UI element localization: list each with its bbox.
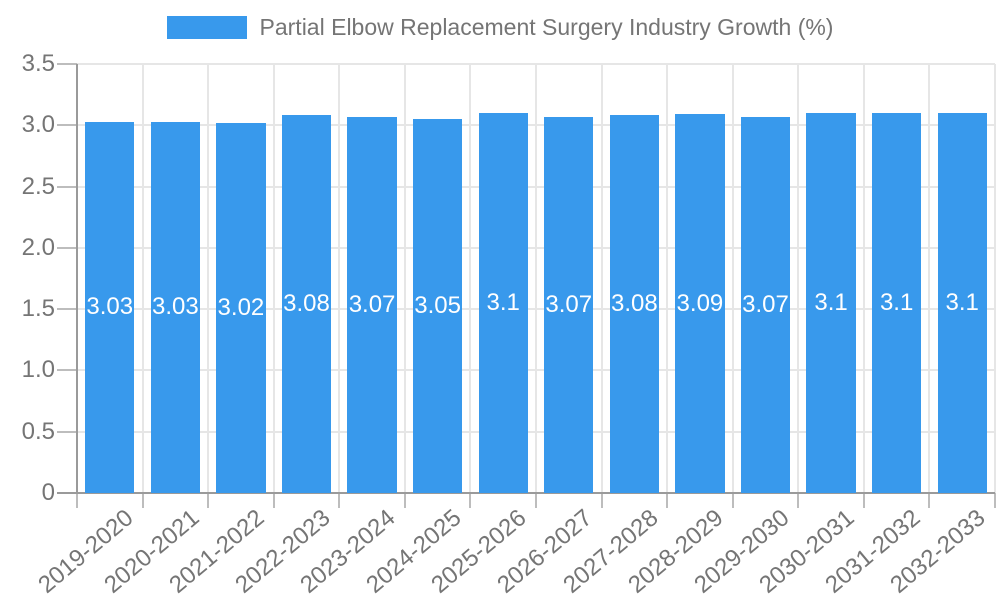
y-axis-label: 1.0: [21, 356, 55, 384]
y-axis-label: 3.0: [21, 111, 55, 139]
bar-value-label: 3.03: [86, 293, 134, 321]
bar-2020-2021[interactable]: 3.03: [150, 121, 200, 493]
y-axis-tick: [57, 308, 77, 311]
bar-value-label: 3.07: [742, 290, 789, 318]
x-gridline: [403, 64, 406, 493]
x-axis-tick: [272, 493, 275, 508]
x-gridline: [928, 64, 931, 493]
bar-2030-2031[interactable]: 3.1: [806, 113, 856, 493]
bar-value-label: 3.1: [486, 289, 520, 316]
bar-2032-2033[interactable]: 3.1: [937, 113, 987, 493]
x-gridline: [141, 64, 144, 493]
bar-2025-2026[interactable]: 3.1: [478, 113, 528, 493]
bar-value-label: 3.03: [151, 293, 199, 321]
x-axis-tick: [731, 493, 734, 508]
y-axis-tick: [57, 246, 77, 249]
x-axis-tick: [207, 493, 210, 508]
x-gridline: [862, 64, 865, 493]
x-gridline: [338, 64, 341, 493]
bar-2026-2027[interactable]: 3.07: [544, 116, 594, 493]
x-axis-tick: [600, 493, 603, 508]
legend: Partial Elbow Replacement Surgery Indust…: [0, 14, 1000, 41]
x-axis-tick: [797, 493, 800, 508]
bar-2023-2024[interactable]: 3.07: [347, 116, 397, 493]
bar-value-label: 3.08: [283, 290, 330, 318]
x-gridline: [994, 64, 996, 493]
x-gridline: [600, 64, 603, 493]
x-axis-tick: [403, 493, 406, 508]
bar-value-label: 3.07: [545, 290, 593, 318]
bar-2027-2028[interactable]: 3.08: [609, 115, 659, 493]
x-gridline: [207, 64, 210, 493]
x-axis-tick: [338, 493, 341, 508]
x-axis-line: [57, 492, 995, 494]
x-axis-tick: [76, 493, 78, 508]
y-axis-label: 2.5: [21, 172, 55, 200]
y-axis-tick: [57, 430, 77, 433]
x-axis-tick: [469, 493, 472, 508]
bar-2019-2020[interactable]: 3.03: [85, 121, 135, 493]
y-axis-label: 0: [41, 479, 55, 506]
bar-2029-2030[interactable]: 3.07: [740, 116, 791, 493]
bar-value-label: 3.05: [414, 292, 461, 320]
y-axis-label: 1.5: [21, 295, 55, 323]
bar-value-label: 3.09: [676, 289, 724, 317]
bar-2024-2025[interactable]: 3.05: [413, 119, 463, 493]
bar-value-label: 3.1: [945, 289, 979, 316]
bar-value-label: 3.02: [217, 293, 265, 321]
bar-value-label: 3.07: [348, 290, 396, 318]
x-axis-tick: [666, 493, 669, 508]
y-axis-line: [76, 64, 78, 493]
x-axis-tick: [141, 493, 144, 508]
y-axis-label: 3.5: [21, 50, 55, 77]
x-axis-tick: [928, 493, 931, 508]
bar-2022-2023[interactable]: 3.08: [281, 115, 332, 493]
legend-swatch[interactable]: [166, 16, 247, 39]
y-axis-tick: [57, 185, 77, 188]
x-axis-tick: [535, 493, 537, 508]
y-axis-label: 0.5: [21, 417, 55, 445]
bar-2031-2032[interactable]: 3.1: [872, 113, 922, 493]
x-gridline: [797, 64, 800, 493]
x-gridline: [469, 64, 472, 493]
y-axis-tick: [57, 124, 77, 127]
x-axis-tick: [862, 493, 865, 508]
x-axis-tick: [994, 493, 996, 508]
bar-2028-2029[interactable]: 3.09: [675, 114, 725, 493]
x-gridline: [272, 64, 275, 493]
bar-value-label: 3.1: [879, 289, 914, 316]
bar-2021-2022[interactable]: 3.02: [216, 122, 266, 493]
x-gridline: [535, 64, 537, 493]
x-gridline: [666, 64, 669, 493]
y-axis-tick: [57, 369, 77, 372]
y-axis-label: 2.0: [21, 233, 55, 261]
bar-value-label: 3.08: [610, 290, 658, 318]
bar-value-label: 3.1: [814, 289, 848, 316]
legend-series-label[interactable]: Partial Elbow Replacement Surgery Indust…: [259, 14, 834, 40]
x-gridline: [731, 64, 734, 493]
y-axis-tick: [57, 63, 77, 65]
